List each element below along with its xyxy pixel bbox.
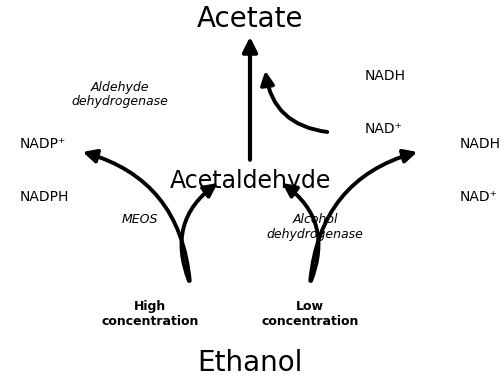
Text: NAD⁺: NAD⁺ xyxy=(460,189,498,204)
Text: Aldehyde
dehydrogenase: Aldehyde dehydrogenase xyxy=(72,81,168,108)
FancyArrowPatch shape xyxy=(87,151,190,281)
FancyArrowPatch shape xyxy=(310,151,413,281)
Text: NADPH: NADPH xyxy=(20,189,70,204)
Text: NAD⁺: NAD⁺ xyxy=(365,121,403,136)
Text: Acetaldehyde: Acetaldehyde xyxy=(170,169,330,194)
FancyArrowPatch shape xyxy=(286,186,318,281)
Text: Ethanol: Ethanol xyxy=(198,349,302,377)
Text: NADH: NADH xyxy=(365,68,406,83)
Text: NADH: NADH xyxy=(460,136,500,151)
Text: Low
concentration: Low concentration xyxy=(262,300,358,328)
FancyArrowPatch shape xyxy=(262,75,327,132)
Text: NADP⁺: NADP⁺ xyxy=(20,136,66,151)
Text: MEOS: MEOS xyxy=(122,213,158,226)
FancyArrowPatch shape xyxy=(182,186,214,281)
Text: Alcohol
dehydrogenase: Alcohol dehydrogenase xyxy=(266,213,364,241)
Text: High
concentration: High concentration xyxy=(102,300,198,328)
Text: Acetate: Acetate xyxy=(197,5,303,33)
FancyArrowPatch shape xyxy=(244,42,256,160)
